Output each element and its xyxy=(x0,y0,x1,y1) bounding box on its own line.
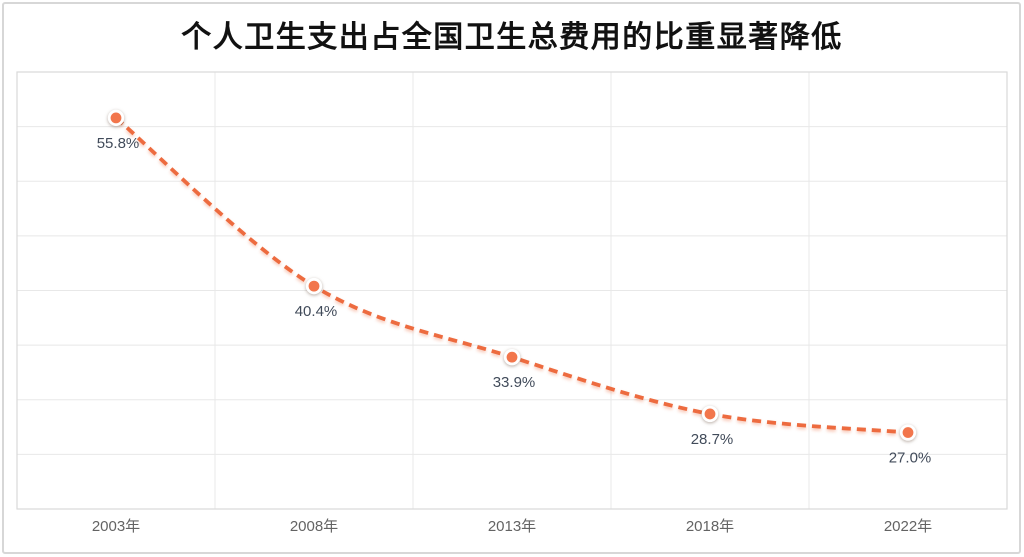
x-axis-label: 2008年 xyxy=(290,518,338,535)
data-point-marker xyxy=(308,280,320,292)
data-point-label: 33.9% xyxy=(493,374,536,391)
data-point-label: 55.8% xyxy=(97,135,140,152)
data-point-marker xyxy=(902,427,914,438)
data-point-marker xyxy=(110,112,122,124)
chart-title: 个人卫生支出占全国卫生总费用的比重显著降低 xyxy=(181,21,843,54)
data-point-label: 40.4% xyxy=(295,303,338,320)
x-axis-label: 2018年 xyxy=(686,518,734,535)
x-axis-label: 2022年 xyxy=(884,518,932,535)
x-axis-label: 2003年 xyxy=(92,518,140,535)
data-point-label: 27.0% xyxy=(889,450,932,467)
plot-area-border xyxy=(16,71,1008,510)
x-axis-label: 2013年 xyxy=(488,518,536,535)
data-point-marker xyxy=(704,408,716,420)
data-point-marker xyxy=(506,351,518,363)
data-point-label: 28.7% xyxy=(691,431,734,448)
